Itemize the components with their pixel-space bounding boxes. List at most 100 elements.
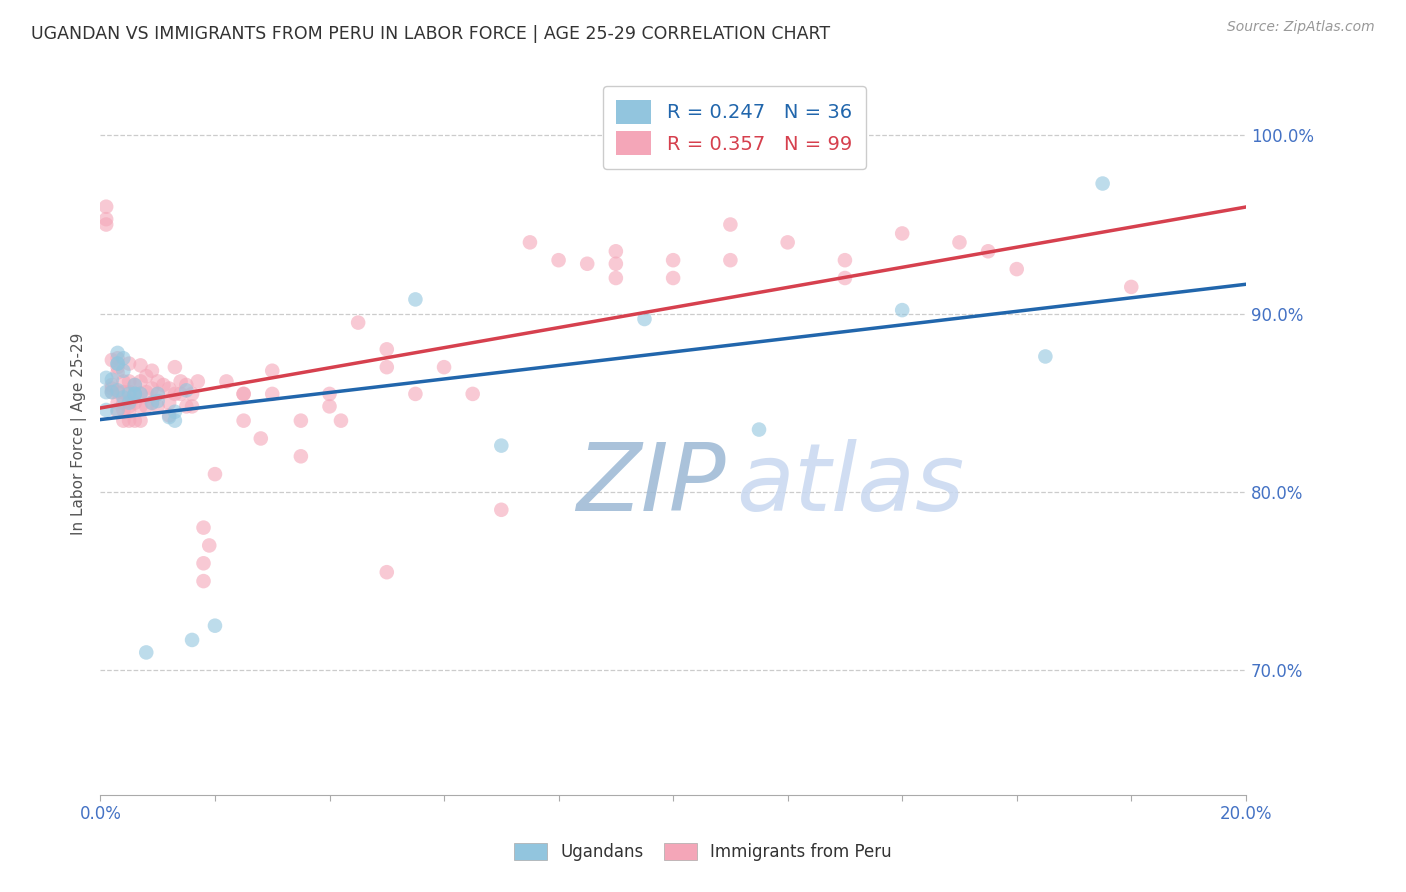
Point xyxy=(124,387,146,401)
Point xyxy=(204,618,226,632)
Point xyxy=(262,364,284,378)
Point xyxy=(101,378,124,392)
Legend: Ugandans, Immigrants from Peru: Ugandans, Immigrants from Peru xyxy=(508,836,898,868)
Point xyxy=(193,574,215,588)
Point xyxy=(157,410,180,425)
Point xyxy=(101,382,124,396)
Point xyxy=(129,400,152,414)
Point xyxy=(290,414,312,428)
Point xyxy=(152,378,174,392)
Point xyxy=(519,235,541,250)
Point xyxy=(107,357,129,371)
Point xyxy=(157,396,180,410)
Point xyxy=(748,423,770,437)
Point xyxy=(834,253,856,268)
Point xyxy=(198,538,221,552)
Point xyxy=(375,343,398,357)
Point xyxy=(118,385,141,400)
Point xyxy=(163,414,186,428)
Point xyxy=(135,369,157,384)
Point xyxy=(129,387,152,401)
Point xyxy=(157,409,180,423)
Point xyxy=(101,385,124,400)
Point xyxy=(176,378,198,392)
Point xyxy=(1121,280,1143,294)
Point xyxy=(129,387,152,401)
Point xyxy=(118,396,141,410)
Point xyxy=(96,212,118,227)
Point xyxy=(146,400,169,414)
Point xyxy=(433,360,456,375)
Point xyxy=(491,503,513,517)
Point xyxy=(146,394,169,409)
Point xyxy=(112,351,135,366)
Point xyxy=(118,405,141,419)
Point xyxy=(163,360,186,375)
Point xyxy=(129,375,152,389)
Point xyxy=(375,360,398,375)
Point xyxy=(605,257,627,271)
Point xyxy=(107,351,129,366)
Point xyxy=(118,357,141,371)
Point xyxy=(290,450,312,464)
Point xyxy=(112,385,135,400)
Point xyxy=(141,396,163,410)
Point xyxy=(318,400,340,414)
Point xyxy=(977,244,1000,259)
Point xyxy=(718,253,741,268)
Point xyxy=(135,385,157,400)
Point xyxy=(181,387,204,401)
Point xyxy=(124,414,146,428)
Point xyxy=(112,375,135,389)
Point xyxy=(112,414,135,428)
Point xyxy=(129,359,152,373)
Point xyxy=(1035,350,1057,364)
Point xyxy=(112,403,135,417)
Point xyxy=(193,556,215,570)
Point xyxy=(124,387,146,401)
Point xyxy=(187,375,209,389)
Point xyxy=(118,400,141,414)
Point xyxy=(157,382,180,396)
Point xyxy=(101,353,124,368)
Point xyxy=(96,371,118,385)
Point xyxy=(124,396,146,410)
Point xyxy=(375,565,398,579)
Point xyxy=(118,414,141,428)
Point xyxy=(547,253,569,268)
Point xyxy=(141,396,163,410)
Point xyxy=(204,467,226,482)
Point xyxy=(1005,262,1028,277)
Point xyxy=(107,385,129,400)
Point xyxy=(491,439,513,453)
Point xyxy=(96,385,118,400)
Point xyxy=(776,235,799,250)
Point xyxy=(107,403,129,417)
Point xyxy=(124,387,146,401)
Point xyxy=(129,414,152,428)
Point xyxy=(112,391,135,405)
Point xyxy=(169,387,191,401)
Point xyxy=(124,378,146,392)
Point xyxy=(404,293,426,307)
Point xyxy=(215,375,238,389)
Legend: R = 0.247   N = 36, R = 0.357   N = 99: R = 0.247 N = 36, R = 0.357 N = 99 xyxy=(603,87,866,169)
Point xyxy=(262,387,284,401)
Point xyxy=(107,357,129,371)
Point xyxy=(112,364,135,378)
Point xyxy=(576,257,599,271)
Point xyxy=(718,218,741,232)
Point xyxy=(330,414,353,428)
Point xyxy=(163,405,186,419)
Point xyxy=(633,312,655,326)
Point xyxy=(107,346,129,360)
Point xyxy=(112,396,135,410)
Point xyxy=(891,227,914,241)
Point xyxy=(96,218,118,232)
Point xyxy=(107,405,129,419)
Point xyxy=(249,432,271,446)
Point xyxy=(135,645,157,659)
Point xyxy=(107,396,129,410)
Point xyxy=(1091,177,1114,191)
Point xyxy=(135,400,157,414)
